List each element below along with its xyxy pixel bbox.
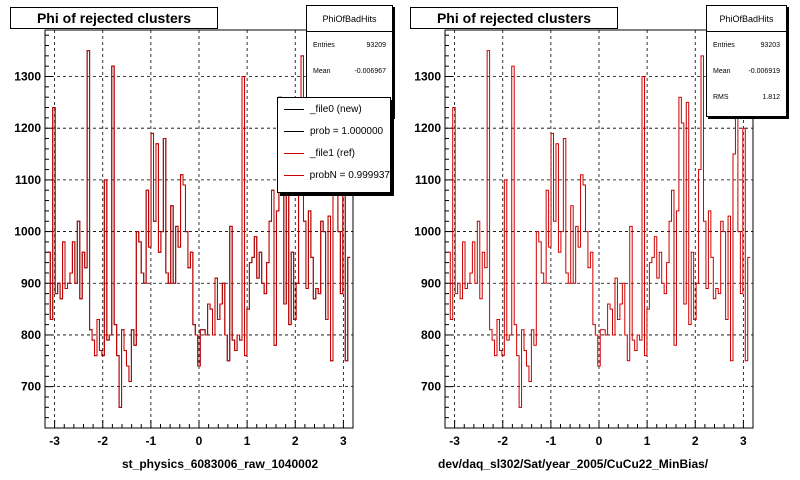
left-y-tick-label: 1100 [15,173,41,187]
legend-entry-prob: prob = 1.000000 [278,120,390,142]
right-y-tick-label: 1300 [414,70,441,84]
legend-label-probn: probN = 0.999937 [309,169,390,181]
left-x-tick-label: 3 [340,434,347,448]
left-x-tick-label: -3 [49,434,60,448]
legend-entry-probn: probN = 0.999937 [278,164,390,186]
right-x-tick-label: 0 [596,434,603,448]
right-stats-rms-value: 1.812 [762,93,780,101]
left-stats-row-entries: Entries 93209 [307,32,392,58]
left-plot-title: Phi of rejected clusters [36,10,192,26]
right-stats-row-mean: Mean -0.006919 [707,58,786,84]
right-stats-mean-label: Mean [713,67,731,75]
left-stats-mean-value: -0.006967 [354,67,386,75]
left-stats-entries-value: 93209 [366,41,386,49]
left-x-tick-label: -1 [146,434,157,448]
right-x-axis-label: dev/daq_sl302/Sat/year_2005/CuCu22_MinBi… [438,457,709,471]
left-stats-name: PhiOfBadHits [307,6,392,32]
left-x-tick-label: -2 [97,434,108,448]
right-plot-title: Phi of rejected clusters [436,10,592,26]
left-x-tick-label: 2 [292,434,299,448]
left-y-tick-label: 1000 [14,225,41,239]
left-stats-mean-label: Mean [313,67,331,75]
right-x-tick-label: 2 [692,434,699,448]
right-stats-rms-label: RMS [713,93,729,101]
right-x-tick-label: -3 [449,434,460,448]
right-stats-mean-value: -0.006919 [748,67,780,75]
legend-label-prob: prob = 1.000000 [310,125,384,137]
legend-swatch-probn [284,174,304,176]
right-x-tick-label: -1 [546,434,557,448]
left-y-tick-label: 1300 [14,70,41,84]
legend-entry-file1: _file1 (ref) [278,142,390,164]
legend-label-file1: _file1 (ref) [310,147,356,159]
left-x-tick-label: 0 [196,434,203,448]
right-stats-row-rms: RMS 1.812 [707,84,786,110]
right-y-tick-label: 900 [421,276,441,290]
right-histogram-series-0 [447,50,751,408]
legend-box: _file0 (new) prob = 1.000000 _file1 (ref… [277,97,391,193]
right-x-tick-label: 1 [644,434,651,448]
left-x-axis-label: st_physics_6083006_raw_1040002 [122,457,319,471]
left-y-tick-label: 800 [21,328,41,342]
right-y-tick-label: 800 [421,328,441,342]
right-x-tick-label: 3 [740,434,747,448]
left-y-tick-label: 700 [21,380,41,394]
legend-entry-file0: _file0 (new) [278,98,390,120]
right-stats-entries-value: 93203 [760,41,780,49]
left-y-tick-label: 1200 [14,121,41,135]
left-stats-row-mean: Mean -0.006967 [307,58,392,84]
right-stats-name: PhiOfBadHits [707,6,786,32]
right-stats-box: PhiOfBadHits Entries 93203 Mean -0.00691… [706,5,787,117]
left-stats-entries-label: Entries [313,41,335,49]
legend-swatch-file0 [284,108,304,110]
right-y-tick-label: 1100 [415,173,441,187]
right-y-tick-label: 1200 [414,121,441,135]
right-plot-title-box: Phi of rejected clusters [410,7,618,29]
legend-swatch-prob [284,130,304,132]
right-x-tick-label: -2 [497,434,508,448]
left-y-tick-label: 900 [21,276,41,290]
left-x-tick-label: 1 [244,434,251,448]
right-stats-row-entries: Entries 93203 [707,32,786,58]
left-plot-title-box: Phi of rejected clusters [10,7,218,29]
right-y-tick-label: 1000 [414,225,441,239]
legend-label-file0: _file0 (new) [310,103,362,115]
legend-swatch-file1 [284,152,304,154]
right-stats-entries-label: Entries [713,41,735,49]
right-y-tick-label: 700 [421,380,441,394]
